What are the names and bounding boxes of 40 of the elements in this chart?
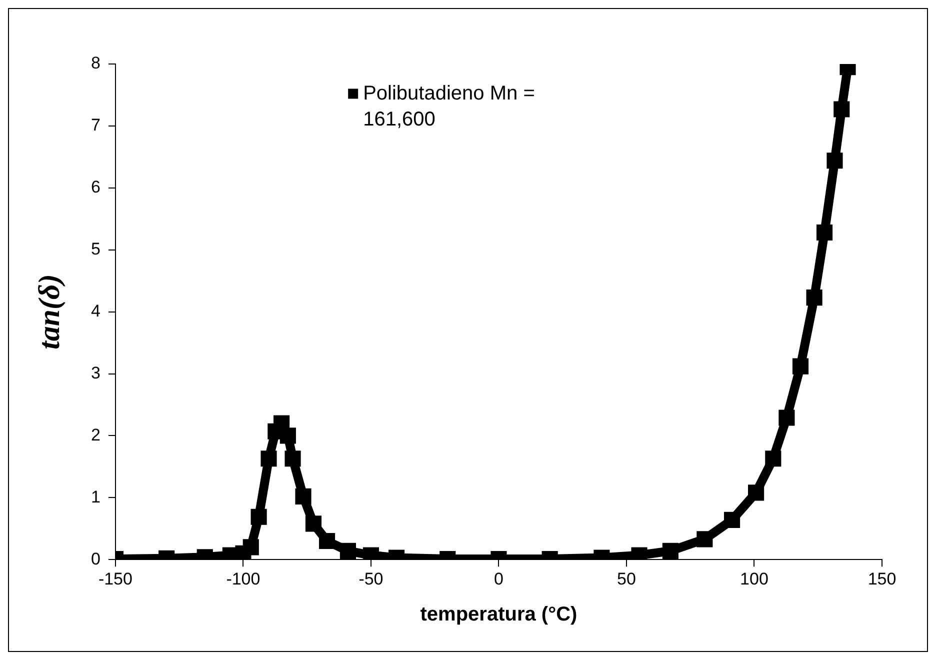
y-tick-label: 0 [90, 549, 100, 568]
y-tick-label: 4 [90, 301, 100, 320]
legend-label: Polibutadieno Mn = 161,600 [363, 82, 535, 130]
point [235, 545, 252, 560]
point [260, 450, 277, 467]
x-tick-label: -50 [358, 569, 384, 588]
point [765, 450, 782, 467]
point [816, 224, 833, 241]
y-tick-label: 2 [90, 425, 100, 444]
point [318, 532, 336, 550]
point [295, 488, 312, 504]
point [242, 539, 259, 556]
x-tick-label: 50 [617, 569, 636, 588]
point [696, 531, 713, 548]
point [748, 484, 764, 501]
x-tick-label: -150 [98, 569, 132, 588]
point [724, 512, 740, 528]
y-tick-label: 1 [90, 487, 100, 506]
point [662, 542, 678, 559]
point [340, 542, 356, 559]
y-tick-label: 8 [90, 54, 100, 73]
point [826, 152, 843, 169]
point [280, 428, 296, 444]
y-tick-label: 6 [90, 178, 100, 197]
point [284, 450, 301, 467]
y-axis-title: tan(δ) [32, 274, 66, 350]
x-tick-label: 100 [740, 569, 768, 588]
point [250, 508, 267, 525]
x-tick-label: 0 [494, 569, 504, 588]
point [778, 410, 795, 426]
y-tick-label: 3 [90, 363, 100, 382]
x-axis-title: temperatura (°C) [420, 604, 578, 626]
y-tick-label: 7 [90, 116, 100, 135]
y-tick-label: 5 [90, 240, 100, 259]
point [806, 290, 822, 306]
x-tick-label: 150 [868, 569, 896, 588]
point [305, 516, 322, 532]
point [792, 358, 809, 374]
x-tick-label: -100 [226, 569, 260, 588]
point [834, 101, 850, 118]
